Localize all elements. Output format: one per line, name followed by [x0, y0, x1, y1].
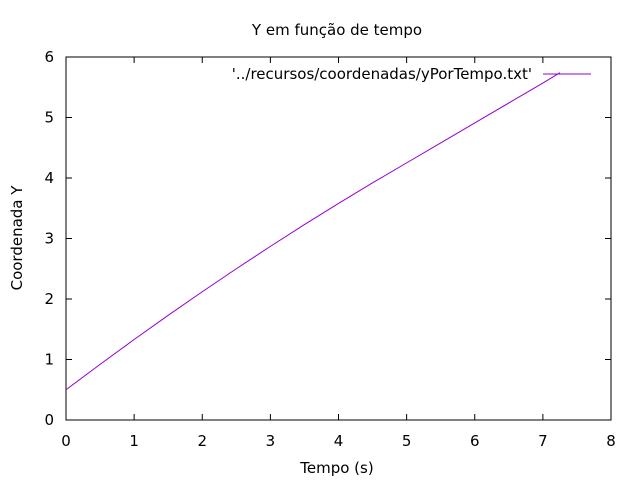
y-tick-label: 0 — [44, 411, 54, 429]
y-tick-label: 5 — [44, 109, 54, 127]
x-tick-label: 1 — [129, 432, 139, 450]
y-tick-label: 4 — [44, 169, 54, 187]
chart-title: Y em função de tempo — [251, 21, 422, 39]
legend: '../recursos/coordenadas/yPorTempo.txt' — [232, 65, 591, 83]
x-tick-label: 2 — [197, 432, 207, 450]
x-tick-label: 3 — [266, 432, 276, 450]
x-tick-label: 8 — [606, 432, 616, 450]
x-tick-label: 4 — [334, 432, 344, 450]
x-tick-label: 5 — [402, 432, 412, 450]
y-tick-label: 6 — [44, 48, 54, 66]
x-axis-label: Tempo (s) — [299, 459, 373, 477]
plot-area-border — [65, 56, 612, 421]
x-tick-label: 0 — [61, 432, 71, 450]
axis-ticks: 0 1 2 3 4 5 6 7 8 0 1 2 3 4 5 6 — [44, 48, 615, 450]
y-tick-label: 2 — [44, 290, 54, 308]
y-tick-label: 1 — [44, 351, 54, 369]
x-tick-label: 7 — [538, 432, 548, 450]
y-tick-label: 3 — [44, 230, 54, 248]
series-line — [65, 72, 561, 391]
y-axis-label: Coordenada Y — [8, 185, 26, 291]
series-lines — [65, 72, 561, 391]
legend-label: '../recursos/coordenadas/yPorTempo.txt' — [232, 65, 532, 83]
x-tick-label: 6 — [470, 432, 480, 450]
